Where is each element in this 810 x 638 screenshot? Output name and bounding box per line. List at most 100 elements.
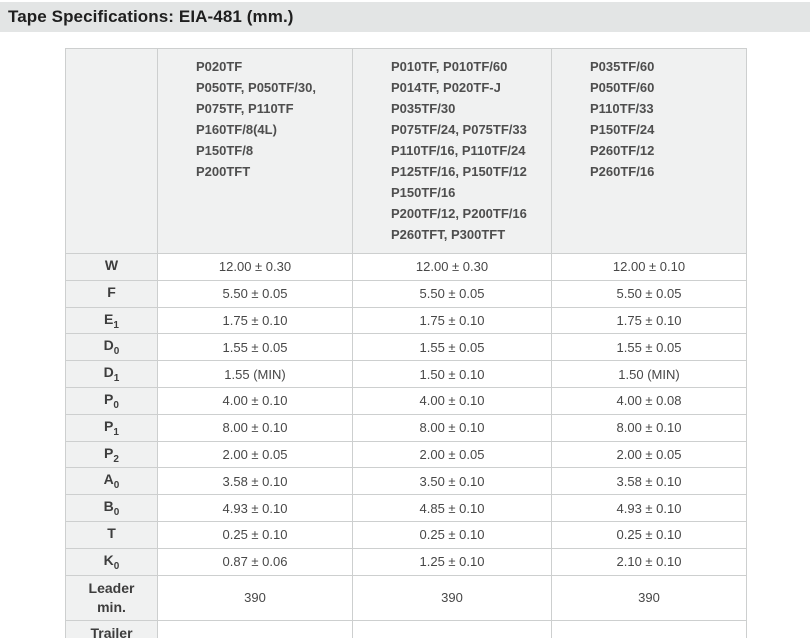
part-number-line: P014TF, P020TF-J bbox=[391, 80, 501, 95]
table-row-d1: D1 1.55 (MIN) 1.50 ± 0.10 1.50 (MIN) bbox=[65, 360, 747, 388]
spec-value: 1.50 ± 0.10 bbox=[352, 360, 552, 388]
spec-value: 4.00 ± 0.10 bbox=[352, 386, 552, 415]
spec-value: 0.87 ± 0.06 bbox=[157, 547, 353, 576]
part-number-line: P110TF/16, P110TF/24 bbox=[391, 143, 526, 158]
table-row-b0: B0 4.93 ± 0.10 4.85 ± 0.10 4.93 ± 0.10 bbox=[65, 494, 747, 522]
part-number-line: P160TF/8(4L) bbox=[196, 122, 277, 137]
row-label-b0: B0 bbox=[65, 494, 158, 522]
part-number-line: P035TF/30 bbox=[391, 101, 456, 116]
part-number-line: P150TF/16 bbox=[391, 185, 456, 200]
table-row-k0: K0 0.87 ± 0.06 1.25 ± 0.10 2.10 ± 0.10 bbox=[65, 547, 747, 576]
spec-value: 1.25 ± 0.10 bbox=[352, 547, 552, 576]
spec-value: 8.00 ± 0.10 bbox=[352, 413, 552, 442]
part-number-line: P125TF/16, P150TF/12 bbox=[391, 164, 527, 179]
table-row-w: W 12.00 ± 0.30 12.00 ± 0.30 12.00 ± 0.10 bbox=[65, 253, 747, 281]
spec-value: 160 bbox=[157, 619, 353, 638]
spec-value: 1.75 ± 0.10 bbox=[157, 306, 353, 335]
spec-value: 2.00 ± 0.05 bbox=[551, 440, 747, 469]
part-number-line: P260TFT, P300TFT bbox=[391, 227, 506, 242]
row-label-p2: P2 bbox=[65, 440, 158, 469]
part-number-line: P150TF/24 bbox=[590, 122, 655, 137]
spec-value: 4.93 ± 0.10 bbox=[551, 494, 747, 522]
part-number-line: P150TF/8 bbox=[196, 143, 254, 158]
spec-value: 1.75 ± 0.10 bbox=[551, 306, 747, 335]
spec-value: 390 bbox=[551, 574, 747, 621]
header-part-group-1: P020TF P050TF, P050TF/30, P075TF, P110TF… bbox=[157, 48, 353, 254]
spec-value: 1.50 (MIN) bbox=[551, 360, 747, 388]
spec-value: 1.55 ± 0.05 bbox=[352, 333, 552, 362]
row-label-leader-min: Leader min. bbox=[65, 574, 158, 621]
table-row-leader-min: Leader min. 390 390 390 bbox=[65, 574, 747, 621]
part-number-line: P020TF bbox=[196, 59, 243, 74]
part-number-line: P110TF/33 bbox=[590, 101, 654, 116]
spec-value: 5.50 ± 0.05 bbox=[551, 279, 747, 308]
spec-value: 3.50 ± 0.10 bbox=[352, 467, 552, 496]
row-label-t: T bbox=[65, 520, 158, 549]
spec-value: 4.93 ± 0.10 bbox=[157, 494, 353, 522]
spec-value: 4.85 ± 0.10 bbox=[352, 494, 552, 522]
row-label-p1: P1 bbox=[65, 413, 158, 442]
row-label-w: W bbox=[65, 253, 158, 281]
row-label-trailer-min: Trailer min. bbox=[65, 619, 158, 638]
spec-value: 1.55 ± 0.05 bbox=[157, 333, 353, 362]
table-row-d0: D0 1.55 ± 0.05 1.55 ± 0.05 1.55 ± 0.05 bbox=[65, 333, 747, 362]
spec-value: 4.00 ± 0.10 bbox=[157, 386, 353, 415]
page-title: Tape Specifications: EIA-481 (mm.) bbox=[8, 7, 294, 26]
row-label-p0: P0 bbox=[65, 386, 158, 415]
table-row-p1: P1 8.00 ± 0.10 8.00 ± 0.10 8.00 ± 0.10 bbox=[65, 413, 747, 442]
table-row-trailer-min: Trailer min. 160 160 160 bbox=[65, 619, 747, 638]
spec-value: 2.00 ± 0.05 bbox=[157, 440, 353, 469]
spec-value: 3.58 ± 0.10 bbox=[157, 467, 353, 496]
table-row-p0: P0 4.00 ± 0.10 4.00 ± 0.10 4.00 ± 0.08 bbox=[65, 386, 747, 415]
spec-value: 390 bbox=[352, 574, 552, 621]
spec-value: 8.00 ± 0.10 bbox=[157, 413, 353, 442]
row-label-f: F bbox=[65, 279, 158, 308]
table-row-a0: A0 3.58 ± 0.10 3.50 ± 0.10 3.58 ± 0.10 bbox=[65, 467, 747, 496]
row-label-d1: D1 bbox=[65, 360, 158, 388]
spec-value: 0.25 ± 0.10 bbox=[157, 520, 353, 549]
part-number-line: P010TF, P010TF/60 bbox=[391, 59, 508, 74]
tape-spec-table: P020TF P050TF, P050TF/30, P075TF, P110TF… bbox=[65, 48, 747, 638]
part-number-line: P200TFT bbox=[196, 164, 251, 179]
row-label-d0: D0 bbox=[65, 333, 158, 362]
spec-value: 160 bbox=[551, 619, 747, 638]
part-number-line: P075TF, P110TF bbox=[196, 101, 294, 116]
spec-value: 5.50 ± 0.05 bbox=[352, 279, 552, 308]
spec-value: 8.00 ± 0.10 bbox=[551, 413, 747, 442]
part-number-line: P050TF/60 bbox=[590, 80, 655, 95]
spec-value: 5.50 ± 0.05 bbox=[157, 279, 353, 308]
table-row-f: F 5.50 ± 0.05 5.50 ± 0.05 5.50 ± 0.05 bbox=[65, 279, 747, 308]
header-part-group-3: P035TF/60 P050TF/60 P110TF/33 P150TF/24 … bbox=[551, 48, 747, 254]
spec-value: 0.25 ± 0.10 bbox=[352, 520, 552, 549]
spec-value: 1.55 ± 0.05 bbox=[551, 333, 747, 362]
part-number-line: P260TF/16 bbox=[590, 164, 655, 179]
page-title-bar: Tape Specifications: EIA-481 (mm.) bbox=[0, 2, 810, 32]
spec-value: 2.10 ± 0.10 bbox=[551, 547, 747, 576]
spec-value: 12.00 ± 0.10 bbox=[551, 253, 747, 281]
spec-value: 4.00 ± 0.08 bbox=[551, 386, 747, 415]
row-label-a0: A0 bbox=[65, 467, 158, 496]
table-header-row: P020TF P050TF, P050TF/30, P075TF, P110TF… bbox=[65, 48, 747, 254]
part-number-line: P075TF/24, P075TF/33 bbox=[391, 122, 527, 137]
spec-value: 1.75 ± 0.10 bbox=[352, 306, 552, 335]
spec-value: 390 bbox=[157, 574, 353, 621]
row-label-e1: E1 bbox=[65, 306, 158, 335]
spec-value: 12.00 ± 0.30 bbox=[157, 253, 353, 281]
spec-value: 3.58 ± 0.10 bbox=[551, 467, 747, 496]
table-row-p2: P2 2.00 ± 0.05 2.00 ± 0.05 2.00 ± 0.05 bbox=[65, 440, 747, 469]
spec-value: 1.55 (MIN) bbox=[157, 360, 353, 388]
spec-value: 0.25 ± 0.10 bbox=[551, 520, 747, 549]
part-number-line: P260TF/12 bbox=[590, 143, 655, 158]
header-corner-cell bbox=[65, 48, 158, 254]
part-number-line: P050TF, P050TF/30, bbox=[196, 80, 316, 95]
table-row-e1: E1 1.75 ± 0.10 1.75 ± 0.10 1.75 ± 0.10 bbox=[65, 306, 747, 335]
part-number-line: P035TF/60 bbox=[590, 59, 655, 74]
header-part-group-2: P010TF, P010TF/60 P014TF, P020TF-J P035T… bbox=[352, 48, 552, 254]
row-label-k0: K0 bbox=[65, 547, 158, 576]
spec-value: 160 bbox=[352, 619, 552, 638]
part-number-line: P200TF/12, P200TF/16 bbox=[391, 206, 527, 221]
spec-value: 2.00 ± 0.05 bbox=[352, 440, 552, 469]
spec-value: 12.00 ± 0.30 bbox=[352, 253, 552, 281]
table-row-t: T 0.25 ± 0.10 0.25 ± 0.10 0.25 ± 0.10 bbox=[65, 520, 747, 549]
